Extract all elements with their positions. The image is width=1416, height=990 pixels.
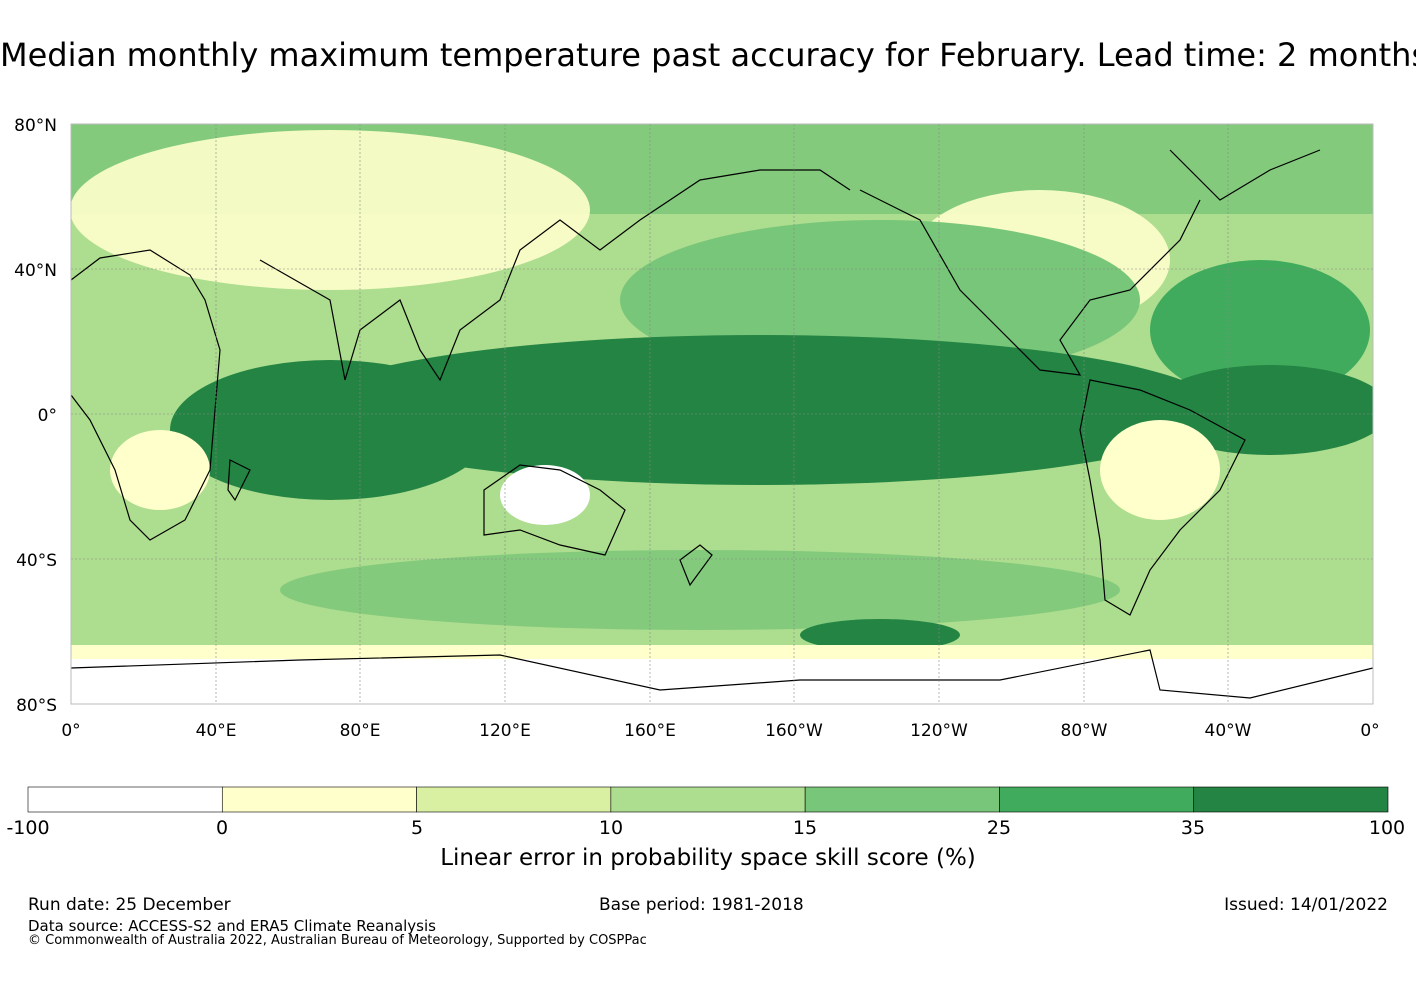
- colorbar-segment: [804, 786, 1000, 813]
- colorbar-tick: 10: [599, 817, 623, 839]
- tropical-atlantic-skill: [1150, 365, 1373, 455]
- data-source: Data source: ACCESS-S2 and ERA5 Climate …: [28, 917, 436, 935]
- australia-coastline: [483, 464, 626, 556]
- colorbar-tick: 100: [1369, 817, 1405, 839]
- colorbar-segment: [27, 786, 223, 813]
- lon-label-40w: 40°W: [1205, 721, 1252, 741]
- colorbar-segment: [999, 786, 1195, 813]
- indian-ocean-skill: [170, 360, 490, 500]
- greenland-coastline: [1169, 149, 1321, 201]
- colorbar-tick: 25: [987, 817, 1011, 839]
- tropical-pacific-skill: [300, 335, 1220, 485]
- run-date: Run date: 25 December: [28, 895, 231, 915]
- lon-label-0-right: 0°: [1360, 721, 1379, 741]
- new-zealand-coastline: [679, 544, 713, 587]
- lat-label-40n: 40°N: [14, 261, 57, 281]
- base-period: Base period: 1981-2018: [599, 895, 804, 915]
- lat-label-80s: 80°S: [16, 696, 57, 716]
- asia-coastline: [259, 169, 851, 382]
- colorbar-segment: [221, 786, 417, 813]
- colorbar-tick: 5: [411, 817, 423, 839]
- lat-label-0: 0°: [38, 406, 57, 426]
- lon-label-120w: 120°W: [910, 721, 968, 741]
- madagascar-coastline: [227, 459, 251, 502]
- chart-title: Median monthly maximum temperature past …: [0, 36, 1416, 74]
- map-gridlines: [71, 124, 1373, 704]
- eurasia-low-skill: [71, 130, 590, 290]
- south-america-low-skill: [1100, 420, 1220, 520]
- southern-africa-low-skill: [110, 430, 210, 510]
- colorbar-segment: [1193, 786, 1389, 813]
- antarctic-margin: [71, 645, 1373, 659]
- australia-low-skill: [500, 465, 590, 525]
- lon-label-80w: 80°W: [1061, 721, 1108, 741]
- south-america-coastline: [1079, 379, 1246, 616]
- lat-label-40s: 40°S: [16, 551, 57, 571]
- lon-label-120e: 120°E: [479, 721, 531, 741]
- colorbar-tick: -100: [6, 817, 49, 839]
- lon-label-80e: 80°E: [340, 721, 381, 741]
- issued-date: Issued: 14/01/2022: [1224, 895, 1388, 915]
- antarctica-region: [71, 655, 1373, 704]
- colorbar-segment: [416, 786, 612, 813]
- colorbar: [27, 786, 1389, 813]
- lon-label-40e: 40°E: [196, 721, 237, 741]
- lat-label-80n: 80°N: [14, 116, 57, 136]
- colorbar-tick: 35: [1181, 817, 1205, 839]
- lon-label-160w: 160°W: [765, 721, 823, 741]
- map-frame: [70, 123, 1374, 705]
- north-atlantic-skill: [1150, 260, 1370, 400]
- southern-ocean-high-skill: [800, 619, 960, 651]
- antarctica-coastline: [71, 649, 1373, 699]
- north-america-coastline: [859, 189, 1201, 376]
- copyright: © Commonwealth of Australia 2022, Austra…: [28, 933, 647, 948]
- colorbar-tick: 0: [216, 817, 228, 839]
- colorbar-label: Linear error in probability space skill …: [440, 845, 976, 871]
- lon-label-160e: 160°E: [624, 721, 676, 741]
- colorbar-tick: 15: [793, 817, 817, 839]
- africa-coastline: [71, 249, 221, 541]
- southern-ocean-skill: [280, 550, 1120, 630]
- colorbar-segment: [610, 786, 806, 813]
- lon-label-0: 0°: [61, 721, 80, 741]
